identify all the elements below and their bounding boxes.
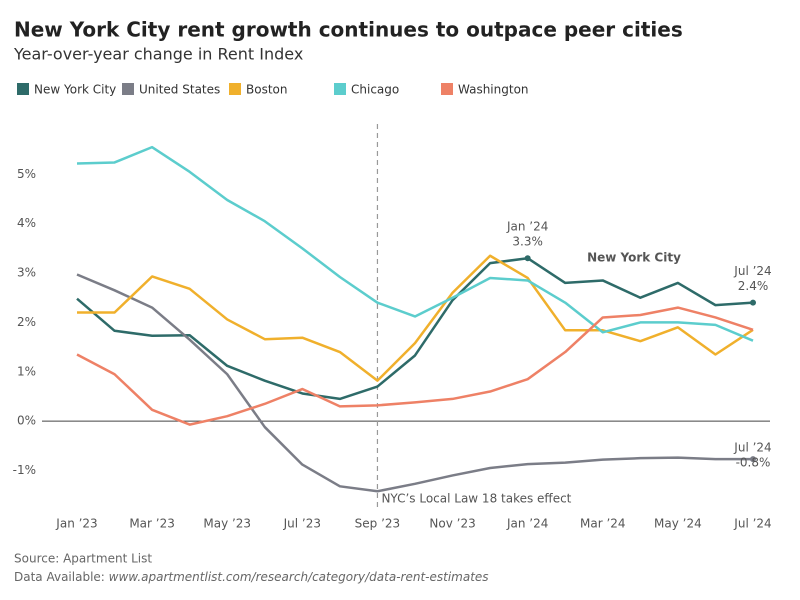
- y-tick-label: 5%: [17, 167, 36, 181]
- annotation-date: Jul ’24: [733, 441, 771, 455]
- chart-title: New York City rent growth continues to o…: [14, 18, 683, 42]
- series-line: [76, 273, 753, 493]
- y-tick-label: 2%: [17, 315, 36, 329]
- source: Source: Apartment List: [14, 552, 152, 566]
- x-tick-label: Jul ’23: [283, 517, 321, 531]
- series-line: [76, 306, 754, 426]
- data-note-label: Data Available:: [14, 570, 105, 584]
- x-tick-label: Jan ’24: [506, 517, 548, 531]
- legend-label: Boston: [246, 83, 287, 97]
- x-tick-label: Mar ’24: [580, 517, 626, 531]
- point-marker: [750, 299, 756, 306]
- legend-swatch: [334, 83, 346, 95]
- event-label: NYC’s Local Law 18 takes effect: [381, 492, 571, 506]
- y-tick-label: -1%: [13, 463, 36, 477]
- inline-series-label: New York City: [587, 251, 681, 265]
- x-tick-label: Nov ’23: [429, 517, 475, 531]
- annotation-date: Jul ’24: [733, 264, 771, 278]
- chart-subtitle: Year-over-year change in Rent Index: [13, 45, 303, 64]
- data-note: Data Available: www.apartmentlist.com/re…: [14, 570, 489, 584]
- annotation-date: Jan ’24: [506, 220, 548, 234]
- y-tick-label: 1%: [17, 364, 36, 378]
- x-tick-label: May ’24: [654, 517, 702, 531]
- x-tick-label: May ’23: [203, 517, 251, 531]
- x-tick-label: Jan ’23: [55, 517, 97, 531]
- y-tick-label: 3%: [17, 266, 36, 280]
- data-url: www.apartmentlist.com/research/category/…: [109, 570, 489, 584]
- series-line: [76, 145, 754, 342]
- annotation-value: 3.3%: [512, 235, 543, 249]
- y-tick-label: 0%: [17, 414, 36, 428]
- legend-swatch: [122, 83, 134, 95]
- legend-swatch: [229, 83, 241, 95]
- series-line: [76, 256, 754, 401]
- legend-swatch: [441, 83, 453, 95]
- legend-label: Washington: [458, 83, 529, 97]
- legend-label: New York City: [34, 83, 116, 97]
- annotation-value: -0.8%: [736, 456, 771, 470]
- point-marker: [524, 255, 531, 262]
- x-tick-label: Mar ’23: [129, 517, 175, 531]
- point-marker: [750, 456, 756, 463]
- x-tick-label: Jul ’24: [733, 517, 771, 531]
- y-tick-label: 4%: [17, 216, 36, 230]
- series-line: [77, 254, 754, 382]
- legend-label: Chicago: [351, 83, 399, 97]
- annotation-value: 2.4%: [738, 279, 769, 293]
- legend-label: United States: [139, 83, 220, 97]
- x-tick-label: Sep ’23: [355, 517, 401, 531]
- legend-swatch: [17, 83, 29, 95]
